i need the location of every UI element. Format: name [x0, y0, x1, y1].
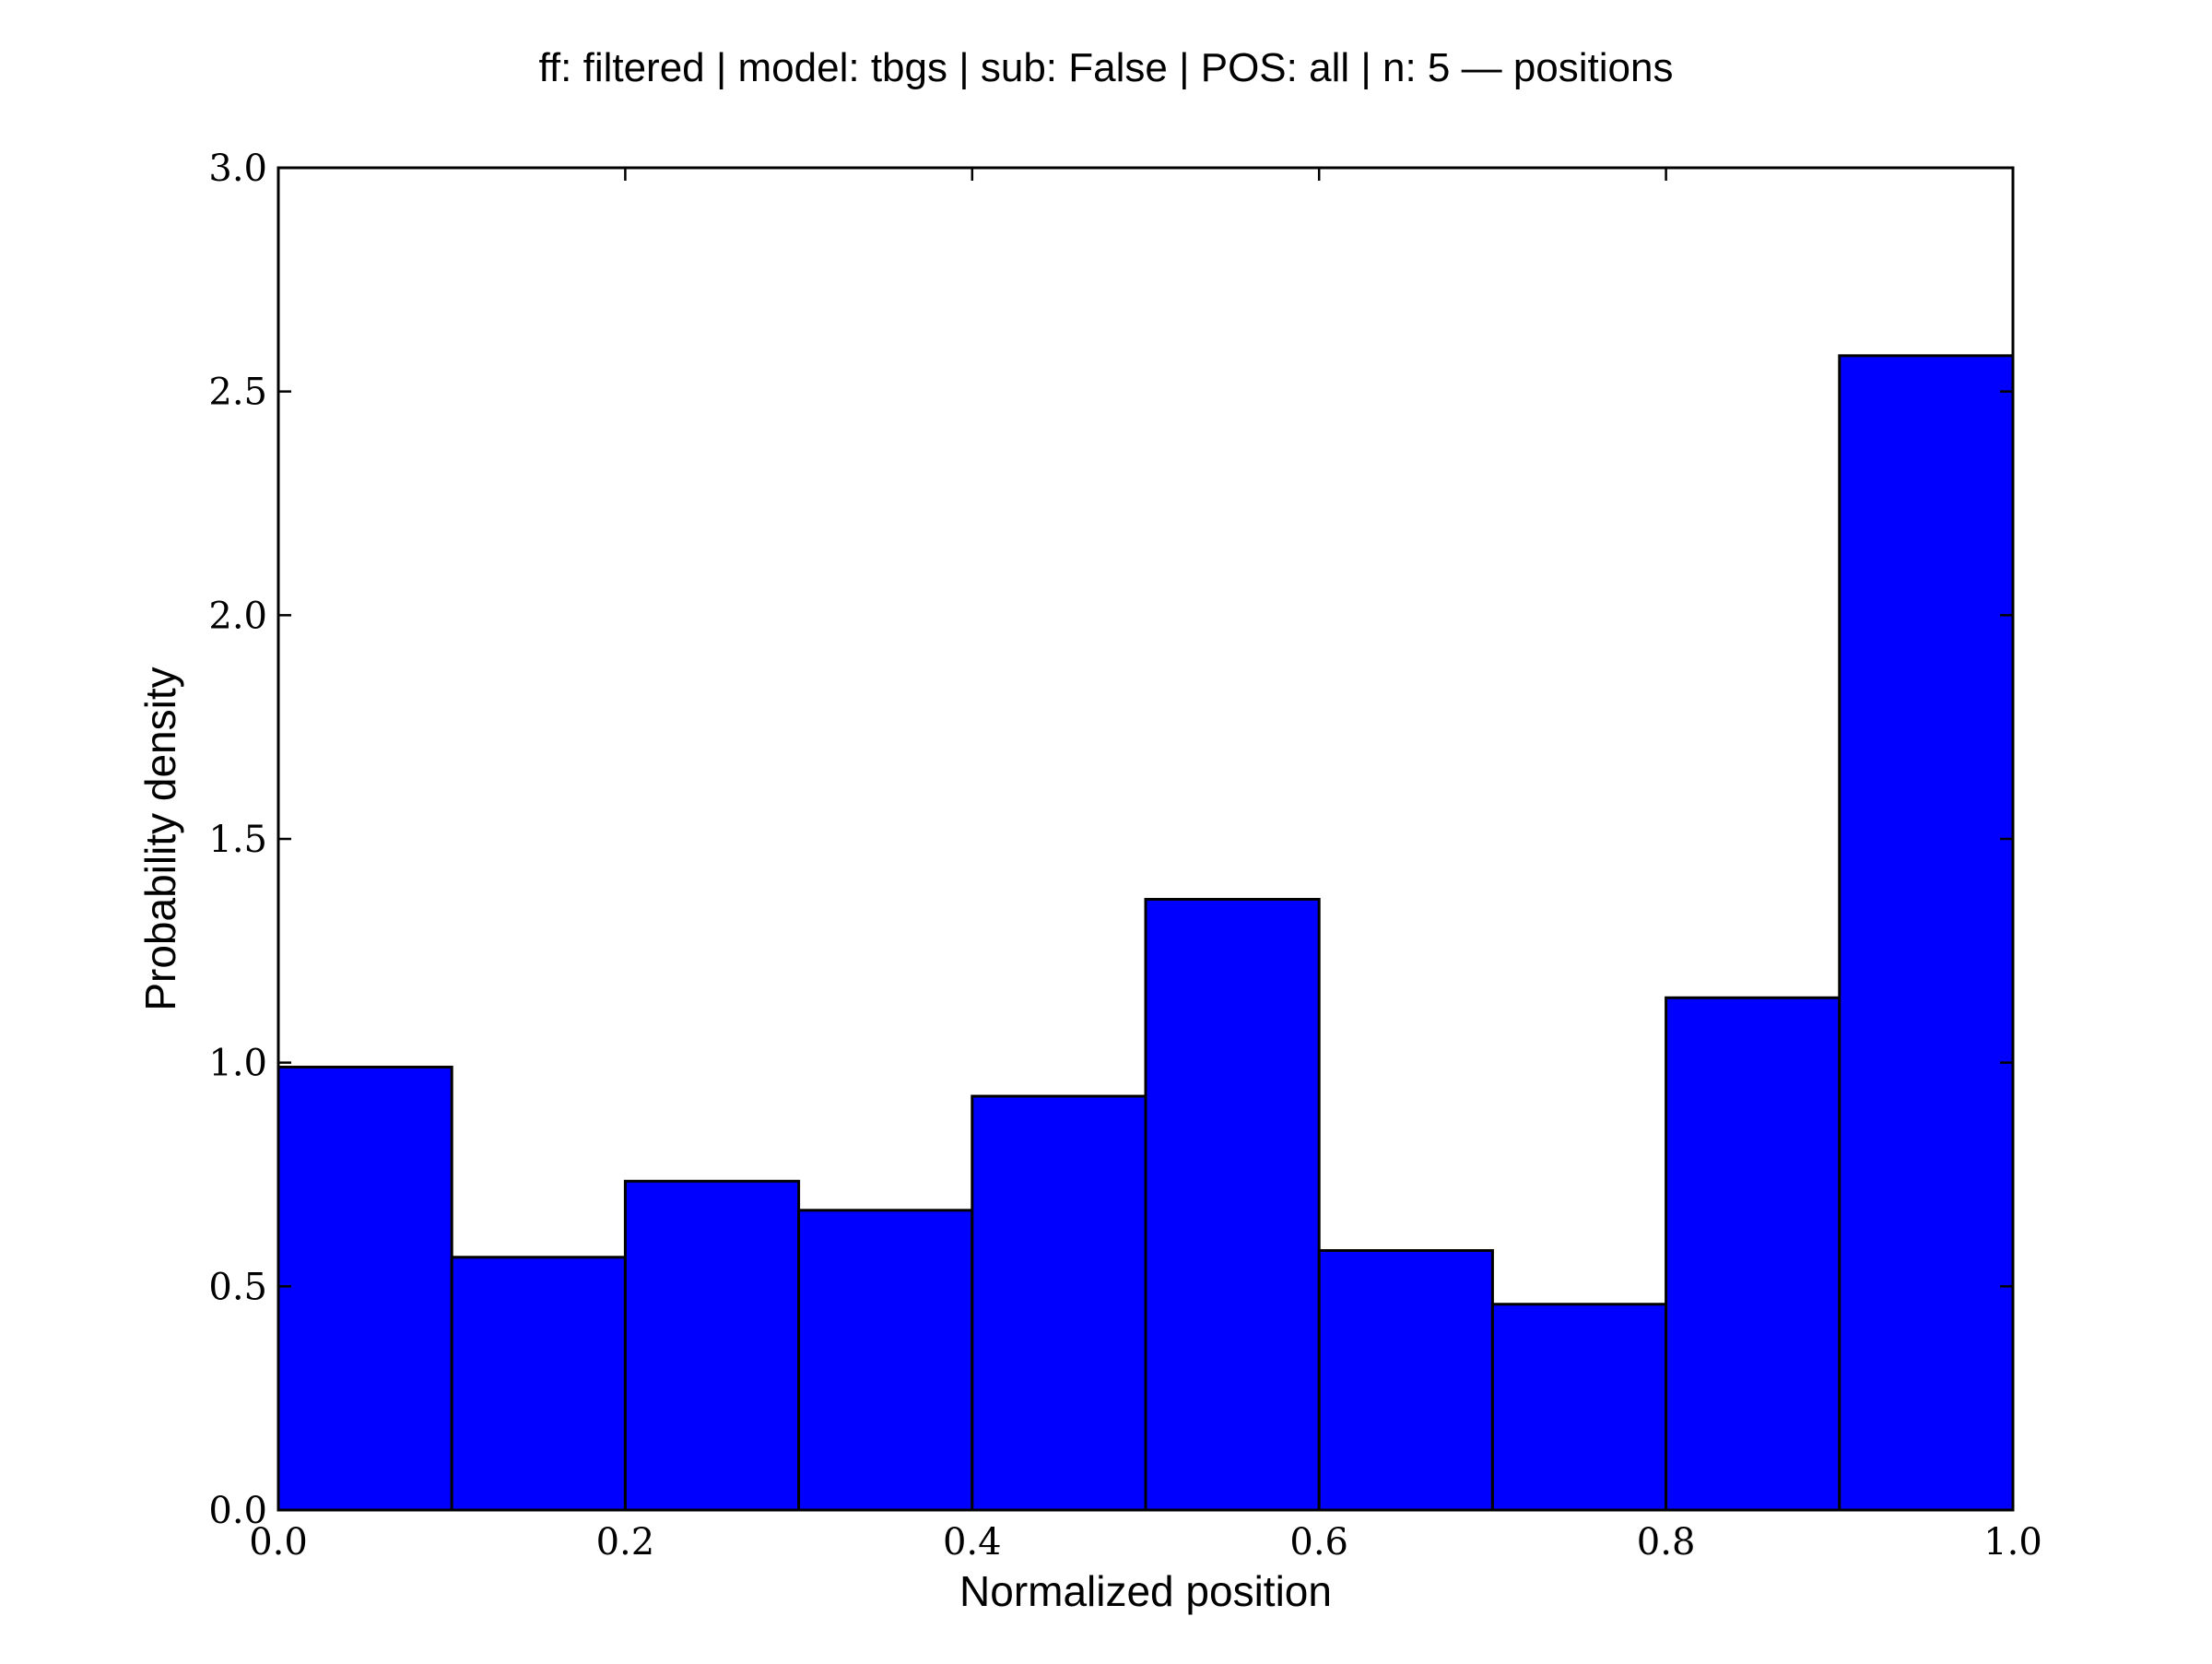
histogram-bar — [971, 1094, 1147, 1512]
plot-frame — [276, 166, 2015, 1512]
y-tick-label: 1.0 — [208, 1043, 267, 1085]
histogram-bar — [1317, 1249, 1494, 1512]
x-tick-label: 0.2 — [596, 1521, 655, 1564]
histogram-bar — [1665, 996, 1841, 1512]
x-tick-label: 0.6 — [1289, 1521, 1348, 1564]
histogram-bar — [1838, 354, 2015, 1512]
y-tick-label: 0.0 — [208, 1490, 267, 1532]
x-axis-label: Normalized position — [959, 1567, 1332, 1615]
histogram-bar — [276, 1066, 453, 1512]
bars-layer — [276, 354, 2015, 1512]
histogram-bar — [1144, 898, 1321, 1512]
chart-title: ff: filtered | model: tbgs | sub: False … — [538, 45, 1673, 90]
histogram-bar — [797, 1209, 974, 1512]
x-tick-label: 1.0 — [1983, 1521, 2042, 1564]
y-axis-label: Probability density — [136, 667, 184, 1010]
y-tick-label: 2.5 — [208, 372, 267, 414]
y-tick-label: 2.0 — [208, 595, 267, 637]
ticks-layer: 0.0 0.2 0.4 0.6 0.8 1.0 0.0 0.5 1.0 1.5 2.0 2.5 3.0 — [208, 148, 2041, 1564]
y-tick-label: 3.0 — [208, 148, 267, 190]
x-tick-label: 0.4 — [943, 1521, 1002, 1564]
histogram-bar — [623, 1179, 801, 1512]
histogram-bar — [1490, 1303, 1668, 1512]
y-tick-label: 1.5 — [208, 819, 267, 861]
x-tick-label: 0.0 — [249, 1521, 308, 1564]
x-tick-label: 0.8 — [1637, 1521, 1696, 1564]
histogram-bar — [450, 1256, 627, 1512]
y-tick-label: 0.5 — [208, 1266, 267, 1308]
